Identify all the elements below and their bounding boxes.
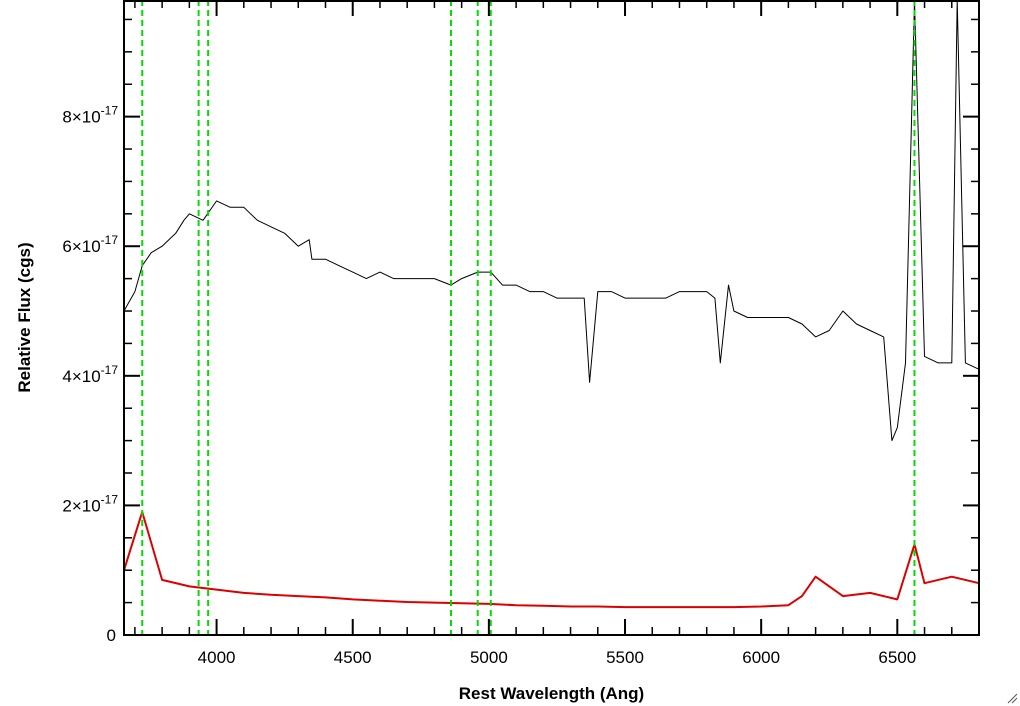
- x-axis-ticks: 4000 4500 5000 5500 6000 6500: [134, 0, 980, 667]
- resize-grip-icon[interactable]: [1006, 692, 1018, 704]
- emission-line-markers: [141, 0, 916, 635]
- y-tick-label: 6×10-17: [62, 233, 118, 256]
- y-tick-label: 8×10-17: [62, 104, 118, 127]
- spectrum-series-1: [123, 510, 980, 609]
- y-axis-ticks: 0 2×10-17 4×10-17 6×10-17 8×10-17: [62, 18, 979, 645]
- spectrum-series-0: [123, 0, 980, 442]
- y-tick-label: 0: [107, 626, 116, 645]
- series-layer: [123, 0, 980, 609]
- x-axis-title: Rest Wavelength (Ang): [459, 684, 644, 703]
- plot-frame: [123, 0, 980, 636]
- y-tick-label: 2×10-17: [62, 492, 118, 515]
- x-tick-label: 6000: [742, 648, 780, 667]
- x-tick-label: 5000: [470, 648, 508, 667]
- y-axis-title: Relative Flux (cgs): [15, 242, 34, 392]
- x-tick-label: 4500: [334, 648, 372, 667]
- x-tick-label: 5500: [606, 648, 644, 667]
- y-tick-label: 4×10-17: [62, 363, 118, 386]
- x-tick-label: 6500: [878, 648, 916, 667]
- x-tick-label: 4000: [198, 648, 236, 667]
